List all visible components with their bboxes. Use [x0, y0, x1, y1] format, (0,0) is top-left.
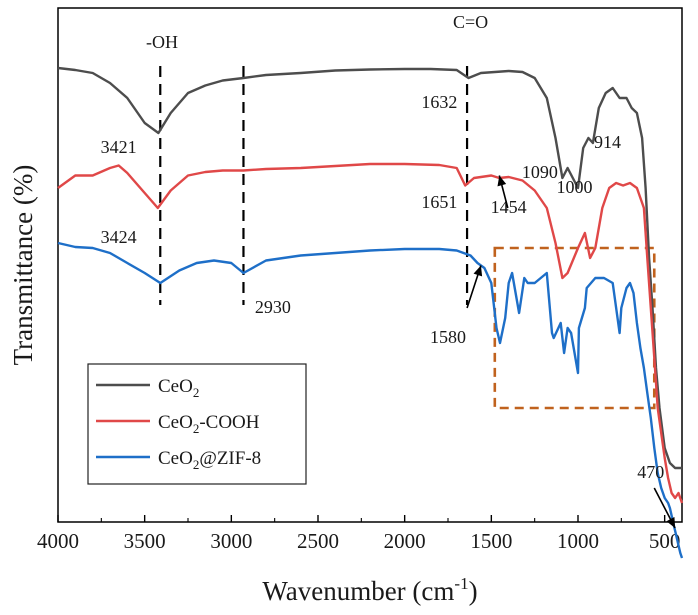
peak-label: 1090: [522, 162, 558, 182]
spectra-lines: [57, 66, 684, 559]
x-tick-label: 3000: [210, 529, 252, 553]
peak-label: 1580: [430, 327, 466, 347]
peak-label: 470: [637, 462, 664, 482]
reference-lines: [159, 66, 469, 305]
x-tick-label: 2500: [297, 529, 339, 553]
arrow-head: [666, 517, 676, 528]
legend-label: CeO2@ZIF-8: [158, 448, 261, 472]
peak-label: 3424: [101, 227, 137, 247]
peak-arrows: [466, 175, 676, 529]
series-line: [57, 66, 682, 470]
peak-label: -OH: [146, 32, 178, 52]
fingerprint-region-box: [493, 246, 656, 410]
y-axis-label: Transmittance (%): [8, 165, 38, 366]
peak-label: 1454: [491, 197, 527, 217]
legend-label: CeO2-COOH: [158, 412, 260, 436]
peak-label: 1632: [421, 92, 457, 112]
x-axis-label: Wavenumber (cm-1): [262, 574, 477, 606]
legend: CeO2 CeO2-COOH CeO2@ZIF-8: [87, 363, 307, 485]
arrow-head: [497, 175, 507, 187]
x-tick-label: 3500: [124, 529, 166, 553]
arrow-head: [473, 265, 483, 277]
peak-label: C=O: [453, 12, 488, 32]
x-tick-label: 1500: [470, 529, 512, 553]
series-line: [57, 241, 684, 559]
x-tick-label: 4000: [37, 529, 79, 553]
peak-label: 914: [594, 132, 621, 152]
peak-label: 1651: [421, 192, 457, 212]
x-axis: 4000 3500 3000 2500 2000 1500 1000 500: [37, 515, 680, 553]
x-tick-label: 1000: [557, 529, 599, 553]
highlight-box: [493, 246, 656, 410]
x-tick-label: 2000: [384, 529, 426, 553]
series-line: [57, 162, 684, 504]
legend-label: CeO2: [158, 376, 199, 400]
peak-label: 3421: [101, 137, 137, 157]
peak-label: 2930: [255, 297, 291, 317]
peak-label: 1000: [557, 177, 593, 197]
